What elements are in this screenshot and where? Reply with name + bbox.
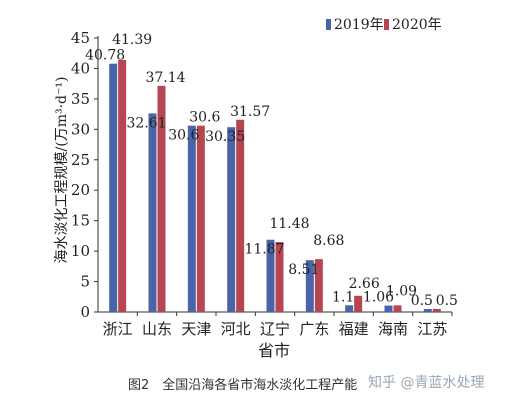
data-label-2019年-江苏: 0.5 xyxy=(411,293,433,309)
data-label-2020年-辽宁: 11.48 xyxy=(269,216,309,232)
y-tick-label: 10 xyxy=(71,242,90,260)
y-tick-label: 0 xyxy=(80,303,90,321)
bar-chart: 0 5 10 15 20 25 30 35 40 45 浙江 山东 天津 河北 辽宁 广东 福建 海南 江苏 40.… xyxy=(54,17,458,360)
y-tick-label: 35 xyxy=(71,90,90,108)
bar-2020年-河北 xyxy=(236,119,245,313)
x-tick-label: 江苏 xyxy=(417,320,447,338)
bar-2020年-江苏 xyxy=(432,308,441,312)
y-tick-label: 45 xyxy=(71,29,90,47)
x-tick-label: 天津 xyxy=(181,320,211,338)
data-label-2020年-天津: 30.6 xyxy=(189,110,220,126)
y-tick-label: 30 xyxy=(71,120,90,138)
bar-2020年-广东 xyxy=(314,259,323,312)
data-label-2019年-福建: 1.1 xyxy=(332,289,354,305)
bar-2020年-天津 xyxy=(196,125,205,313)
data-label-2019年-海南: 1.06 xyxy=(363,290,394,306)
data-label-2020年-江苏: 0.5 xyxy=(436,293,458,309)
legend-swatch-2020年 xyxy=(384,19,389,30)
x-tick-label: 海南 xyxy=(378,320,408,338)
y-tick-label: 20 xyxy=(71,181,90,199)
data-label-2020年-福建: 2.66 xyxy=(349,276,380,292)
y-tick-label: 5 xyxy=(80,273,90,291)
data-label-2019年-浙江: 40.78 xyxy=(85,48,125,64)
figure-caption: 图2 全国沿海各省市海水淡化工程产能 xyxy=(128,378,358,393)
bar-2020年-山东 xyxy=(157,85,166,312)
x-tick-label: 河北 xyxy=(221,320,251,338)
data-label-2020年-浙江: 41.39 xyxy=(112,32,152,48)
bar-2019年-天津 xyxy=(187,125,196,313)
bar-2019年-辽宁 xyxy=(266,239,275,312)
data-label-2019年-山东: 32.61 xyxy=(126,115,166,131)
bar-2019年-海南 xyxy=(384,305,393,312)
y-tick-label: 40 xyxy=(71,59,90,77)
legend-label-2020年: 2020年 xyxy=(392,17,442,33)
bar-2020年-海南 xyxy=(393,305,402,312)
chart-axes: 0 5 10 15 20 25 30 35 40 45 浙江 山东 天津 河北 辽宁 广东 福建 海南 江苏 xyxy=(71,29,453,338)
x-tick-label: 辽宁 xyxy=(260,320,290,338)
data-label-2019年-广东: 8.51 xyxy=(288,262,319,278)
figure-caption-area: 图2 全国沿海各省市海水淡化工程产能 知乎 @青蓝水处理 xyxy=(0,368,510,398)
bar-2019年-河北 xyxy=(227,127,236,312)
x-tick-label: 广东 xyxy=(299,320,329,338)
x-tick-label: 山东 xyxy=(142,320,172,338)
data-label-2020年-海南: 1.09 xyxy=(386,283,417,299)
x-tick-label: 福建 xyxy=(339,320,369,338)
watermark: 知乎 @青蓝水处理 xyxy=(368,375,485,391)
data-label-2020年-广东: 8.68 xyxy=(313,233,344,249)
bar-2019年-浙江 xyxy=(109,63,118,312)
data-label-2019年-河北: 30.35 xyxy=(205,129,245,145)
y-tick-label: 25 xyxy=(71,151,90,169)
bar-2019年-广东 xyxy=(305,260,314,312)
chart-bars xyxy=(109,59,441,313)
bar-2020年-浙江 xyxy=(118,59,127,312)
data-label-2020年-山东: 37.14 xyxy=(145,70,185,86)
bar-2020年-福建 xyxy=(354,295,363,312)
bar-2019年-福建 xyxy=(345,305,354,312)
legend-label-2019年: 2019年 xyxy=(334,17,384,33)
y-tick-label: 15 xyxy=(71,212,90,230)
bar-2019年-山东 xyxy=(148,113,157,312)
y-axis-label: 海水淡化工程规模/(万m³·d⁻¹) xyxy=(54,77,70,264)
legend-swatch-2019年 xyxy=(326,19,331,30)
bar-2019年-江苏 xyxy=(423,308,432,312)
x-axis-label: 省市 xyxy=(258,341,290,360)
data-label-2020年-河北: 31.57 xyxy=(230,104,270,120)
bar-2020年-辽宁 xyxy=(275,242,284,312)
x-tick-label: 浙江 xyxy=(103,320,133,338)
chart-legend: 2019年 2020年 xyxy=(326,17,442,33)
data-label-2019年-辽宁: 11.87 xyxy=(244,242,284,258)
data-label-2019年-天津: 30.6 xyxy=(168,128,199,144)
